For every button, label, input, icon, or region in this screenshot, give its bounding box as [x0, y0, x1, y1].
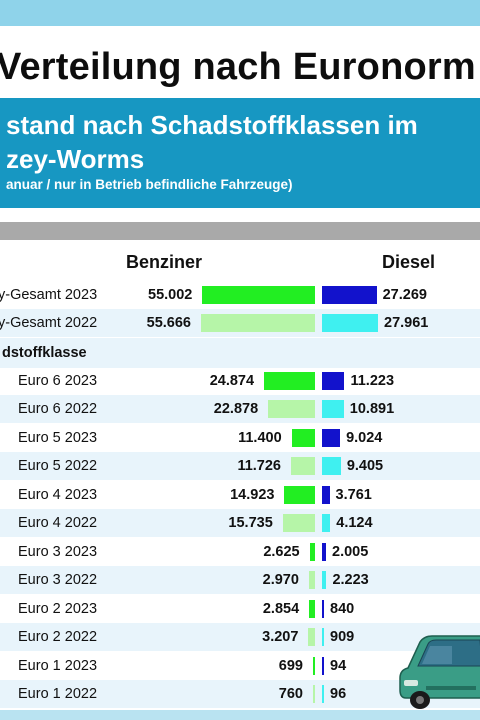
table-row: Euro 4 2023 14.923 3.761 — [0, 481, 480, 509]
page-title: Verteilung nach Euronorm — [0, 46, 476, 88]
benziner-bar — [201, 314, 315, 332]
row-label: y-Gesamt 2023 — [0, 287, 98, 303]
benziner-bar — [264, 372, 315, 390]
table-row: Euro 5 2023 11.400 9.024 — [0, 424, 480, 452]
diesel-bar — [322, 372, 345, 390]
diesel-bar — [322, 685, 324, 703]
benziner-bar — [284, 486, 315, 504]
table-row: Euro 2 2022 3.207 909 — [0, 623, 480, 651]
diesel-value: 96 — [330, 686, 347, 702]
table-row: Euro 1 2023 699 94 — [0, 652, 480, 680]
benziner-value: 55.002 — [148, 287, 193, 303]
diesel-value: 9.024 — [346, 430, 383, 446]
diesel-value: 840 — [330, 601, 355, 617]
benziner-value: 699 — [278, 658, 303, 674]
benziner-value: 2.854 — [262, 601, 300, 617]
diesel-value: 4.124 — [336, 515, 373, 531]
diesel-bar — [322, 571, 327, 589]
row-label: Euro 4 2022 — [18, 515, 98, 531]
diesel-value: 9.405 — [346, 458, 384, 474]
benziner-value: 14.923 — [230, 487, 275, 503]
benziner-value: 3.207 — [262, 629, 299, 645]
diesel-bar — [322, 457, 341, 475]
row-label: Euro 3 2023 — [18, 544, 98, 560]
subtitle-panel — [0, 98, 480, 208]
table-row: Euro 2 2023 2.854 840 — [0, 595, 480, 623]
divider-bar — [0, 222, 480, 240]
chart-subtitle: stand nach Schadstoffklassen im zey-Worm… — [6, 108, 476, 176]
benziner-value: 15.735 — [228, 515, 273, 531]
diesel-value: 2.223 — [332, 572, 369, 588]
row-label: Euro 4 2023 — [18, 487, 98, 503]
diesel-value: 3.761 — [335, 487, 372, 503]
benziner-value: 22.878 — [213, 401, 259, 417]
section-label: dstoffklasse — [2, 345, 87, 361]
benziner-value: 760 — [278, 686, 303, 702]
diesel-bar — [322, 314, 378, 332]
row-label: Euro 6 2022 — [18, 401, 98, 417]
diesel-bar — [322, 400, 344, 418]
benziner-bar — [290, 457, 315, 475]
benziner-value: 11.400 — [238, 430, 282, 446]
row-label: Euro 1 2022 — [18, 686, 98, 702]
diesel-bar — [322, 657, 324, 675]
benziner-bar — [291, 429, 315, 447]
diesel-bar — [322, 543, 326, 561]
diesel-value: 909 — [330, 629, 355, 645]
diesel-bar — [322, 486, 330, 504]
benziner-bar — [308, 628, 315, 646]
diesel-value: 10.891 — [349, 401, 395, 417]
diesel-value: 2.005 — [332, 544, 369, 560]
diesel-bar — [322, 514, 331, 532]
benziner-value: 24.874 — [209, 373, 255, 389]
row-label: Euro 5 2023 — [18, 430, 98, 446]
subtitle-line-1: stand nach Schadstoffklassen im — [6, 110, 418, 140]
section-band — [0, 338, 480, 368]
diesel-value: 11.223 — [350, 373, 395, 389]
benziner-bar — [282, 514, 315, 532]
diesel-bar — [322, 286, 377, 304]
benziner-bar — [309, 543, 315, 561]
row-label: Euro 5 2022 — [18, 458, 98, 474]
benziner-value: 2.970 — [262, 572, 299, 588]
column-header-benziner: Benziner — [126, 252, 203, 272]
table-row: Euro 3 2022 2.970 2.223 — [0, 566, 480, 594]
diesel-value: 27.269 — [382, 287, 427, 303]
table-row: y-Gesamt 2023 55.002 27.269 — [0, 281, 480, 309]
subtitle-note: anuar / nur in Betrieb befindliche Fahrz… — [6, 177, 293, 192]
car-icon — [399, 635, 480, 709]
diesel-bar — [322, 429, 341, 447]
row-label: Euro 2 2022 — [18, 629, 98, 645]
benziner-bar — [313, 685, 315, 703]
benziner-value: 2.625 — [263, 544, 300, 560]
bottom-strip — [0, 710, 480, 720]
row-label: Euro 2 2023 — [18, 601, 98, 617]
benziner-bar — [308, 571, 315, 589]
table-row: Euro 4 2022 15.735 4.124 — [0, 509, 480, 537]
row-label: Euro 3 2022 — [18, 572, 98, 588]
top-strip — [0, 0, 480, 26]
diesel-value: 94 — [330, 658, 347, 674]
table-row: Euro 5 2022 11.726 9.405 — [0, 452, 480, 480]
table-row: Euro 6 2022 22.878 10.891 — [0, 395, 480, 423]
subtitle-line-2: zey-Worms — [6, 144, 145, 174]
benziner-bar — [313, 657, 315, 675]
table-row: y-Gesamt 2022 55.666 27.961 — [0, 309, 480, 337]
column-header-diesel: Diesel — [382, 252, 436, 272]
diesel-bar — [322, 628, 324, 646]
benziner-bar — [309, 600, 315, 618]
row-label: Euro 6 2023 — [18, 373, 98, 389]
table-row: Euro 6 2023 24.874 11.223 — [0, 367, 480, 395]
diesel-bar — [322, 600, 324, 618]
benziner-bar — [202, 286, 315, 304]
benziner-value: 11.726 — [237, 458, 281, 474]
table-row: Euro 3 2023 2.625 2.005 — [0, 538, 480, 566]
benziner-bar — [268, 400, 315, 418]
benziner-value: 55.666 — [146, 315, 191, 331]
row-label: y-Gesamt 2022 — [0, 315, 98, 331]
row-label: Euro 1 2023 — [18, 658, 98, 674]
diesel-value: 27.961 — [384, 315, 429, 331]
